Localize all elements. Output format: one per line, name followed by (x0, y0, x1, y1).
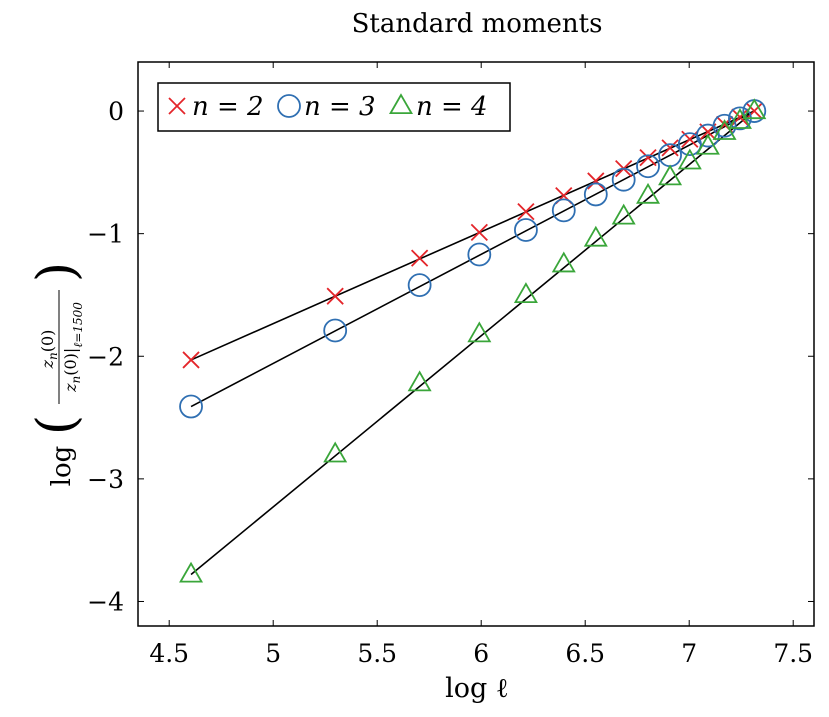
data-point-triangle (712, 119, 737, 140)
cross-stroke (326, 287, 344, 305)
cross-stroke (639, 148, 657, 167)
cross-stroke (410, 249, 429, 267)
y-axis-label-num-sub: n (46, 352, 60, 360)
data-point-triangle (611, 203, 636, 225)
x-tick-label: 5.5 (357, 639, 397, 668)
cross-stroke (587, 172, 605, 190)
y-axis-label: log ( zn(0) zn(0)|ℓ=1500 ) (27, 262, 87, 486)
legend-box (157, 82, 511, 132)
y-axis-label-num-z: z (38, 359, 57, 369)
y-axis-label-den-sub: n (69, 376, 83, 384)
y-tick-label: −2 (87, 342, 124, 371)
cross-stroke (745, 102, 763, 120)
data-point-triangle (323, 441, 348, 463)
x-tick-label: 4.5 (149, 639, 189, 668)
legend-marker-cross (168, 97, 186, 115)
y-tick-label: 0 (108, 97, 124, 126)
data-point-triangle (636, 182, 661, 204)
fit-line (190, 110, 755, 361)
x-tick-label: 6.5 (565, 639, 605, 668)
x-axis-label-text: log ℓ (445, 673, 509, 704)
legend-label: n = 3 (304, 92, 376, 122)
data-point-triangle (677, 148, 702, 170)
y-axis-label-log: log (47, 446, 77, 487)
data-point-cross (587, 172, 605, 190)
y-axis-tick-labels: 0 −1 −2 −3 −4 (87, 97, 124, 616)
chart-title: Standard moments (352, 9, 603, 39)
x-tick-label: 7.5 (773, 639, 813, 668)
y-axis-label-close-paren: ) (27, 262, 87, 282)
data-point-cross (182, 351, 200, 369)
data-point-triangle (583, 225, 608, 247)
data-point-circle (611, 167, 636, 192)
data-point-circle (583, 182, 608, 207)
fit-line (190, 110, 755, 408)
x-tick-label: 6 (473, 639, 489, 668)
cross-stroke (517, 202, 535, 221)
legend-label: n = 4 (416, 92, 488, 122)
data-point-circle (514, 218, 538, 242)
legend-entries: n = 2 n = 3 n = 4 (168, 92, 488, 122)
y-axis-label-den-z: z (61, 383, 80, 393)
data-point-triangle (551, 251, 576, 273)
data-point-circle (712, 113, 737, 138)
data-point-circle (407, 273, 432, 298)
data-point-circle (467, 242, 492, 267)
data-point-triangle (467, 321, 492, 343)
data-point-triangle (179, 561, 204, 583)
data-point-circle (179, 394, 203, 419)
cross-stroke (470, 223, 488, 242)
legend-label: n = 2 (192, 92, 264, 122)
cross-stroke (168, 97, 186, 115)
data-point-cross (326, 287, 344, 305)
data-point-circle (636, 154, 660, 179)
data-point-circle (323, 318, 348, 343)
y-axis-label-den-arg: (0)| (61, 348, 80, 376)
data-point-cross (410, 249, 429, 267)
data-point-triangle (407, 370, 432, 392)
data-point-cross (639, 148, 657, 167)
y-tick-label: −4 (87, 587, 124, 616)
data-point-circle (551, 198, 576, 223)
y-axis-label-denominator: zn(0)|ℓ=1500 (61, 302, 85, 393)
data-point-triangle (742, 98, 767, 120)
legend-marker-triangle (388, 93, 414, 115)
fit-lines (190, 110, 755, 576)
y-axis-label-numerator: zn(0) (38, 330, 60, 370)
x-tick-label: 7 (681, 639, 697, 668)
data-point-triangle (658, 164, 683, 186)
x-axis-label: log ℓ (445, 673, 509, 704)
y-axis-label-num-arg: (0) (38, 330, 57, 353)
data-point-cross (661, 139, 679, 157)
data-point-triangle (513, 282, 538, 304)
fit-line (190, 110, 755, 576)
data-point-cross (470, 223, 488, 242)
x-axis-tick-labels: 4.5 5 5.5 6 6.5 7 7.5 (149, 639, 813, 668)
axis-ticks (138, 62, 814, 626)
plot-area (137, 61, 815, 627)
y-tick-label: −1 (87, 220, 124, 249)
data-point-triangle (695, 133, 720, 155)
data-point-cross (745, 102, 763, 120)
cross-stroke (661, 139, 679, 157)
cross-stroke (182, 351, 200, 369)
y-axis-label-den-cond: ℓ=1500 (71, 302, 85, 348)
y-tick-label: −3 (87, 465, 124, 494)
data-point-cross (517, 202, 535, 221)
data-markers (179, 98, 767, 583)
y-axis-label-open-paren: ( (27, 415, 87, 435)
legend: n = 2 n = 3 n = 4 (157, 82, 511, 132)
x-tick-label: 5 (265, 639, 281, 668)
legend-marker-circle (277, 94, 301, 118)
